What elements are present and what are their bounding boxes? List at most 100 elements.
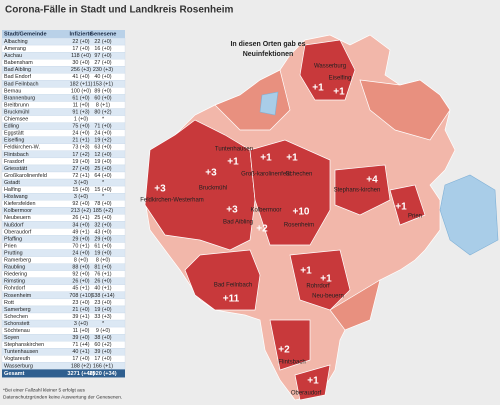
table-cell: Edling [4,124,19,130]
table-cell: 24 (+0) [94,131,111,137]
place-label: Eiselfing [329,76,352,82]
place-label: Tuntenhausen [215,147,253,153]
table-cell: Eiselfing [4,138,24,144]
table-cell: 30 (+0) [72,60,89,66]
table-cell: 71 (+0) [94,124,111,130]
table-cell: 41 (+0) [72,74,89,80]
table-cell: * [102,194,105,200]
table-cell: 78 (+0) [94,201,111,207]
table-cell: 26 (+0) [94,279,111,285]
footnote: Datenschutzgründen keine Auswertung der … [3,394,122,400]
delta-label: +1 [395,202,407,213]
delta-label: +1 [286,153,298,164]
table-cell: 21 (+0) [72,307,89,313]
table-cell: Kiefersfelden [4,201,35,207]
footnote: *Bei einer Fallzahl kleiner 5 erfolgt au… [3,387,85,393]
table-cell: 24 (+0) [72,250,89,256]
table-cell: Rott [4,300,14,306]
table-cell: 49 (+1) [72,229,89,235]
region [389,184,426,226]
delta-label: +3 [226,205,238,216]
place-label: Stephans-kirchen [334,188,381,194]
region [289,249,351,311]
table-cell: 76 (+1) [94,272,111,278]
table-cell: 61 (+0) [94,243,111,249]
table-total: 2920 (+34) [89,371,116,377]
table-cell: 80 (+2) [94,109,111,115]
table-cell: 81 (+0) [94,265,111,271]
table-cell: Albaching [4,39,28,45]
table-cell: Stephanskirchen [4,342,44,348]
table-cell: 63 (+0) [94,145,111,151]
table-cell: 40 (+1) [72,349,89,355]
place-label: Wasserburg [314,64,346,70]
delta-label: +1 [227,157,239,168]
table-cell: Tuntenhausen [4,349,38,355]
table-cell: Schechen [4,314,28,320]
region [299,39,356,101]
table-cell: 22 (+0) [72,39,89,45]
table-cell: 19 (+2) [94,138,111,144]
table-cell: 75 (+0) [72,124,89,130]
table-cell: 40 (+0) [94,74,111,80]
table-cell: 72 (+1) [72,173,89,179]
table-cell: 8 (+0) [74,258,88,264]
table-cell: 60 (+0) [94,95,111,101]
table-cell: Oberaudorf [4,229,32,235]
table-cell: 32 (+0) [94,222,111,228]
table-cell: Griesstätt [4,166,28,172]
region [249,139,331,246]
table-cell: 166 (+1) [93,363,113,369]
table-cell: 71 (+4) [72,342,89,348]
region [269,319,311,371]
table-cell: Schonstett [4,321,30,327]
table-cell: 22 (+0) [94,39,111,45]
table-cell: 11 (+0) [73,102,90,108]
table-cell: Höslwang [4,194,28,200]
table-cell: 19 (+0) [94,250,111,256]
table-cell: 185 (+2) [93,208,113,214]
table-cell: Prien [4,243,17,249]
delta-label: +1 [312,83,324,94]
delta-label: +1 [307,376,319,387]
table-total-bg [2,369,125,378]
table-cell: 182 (+11) [70,81,93,87]
table-total: Gesamt [4,371,25,377]
delta-label: +4 [366,175,378,186]
delta-label: +1 [260,153,272,164]
table-cell: Rimsting [4,279,25,285]
table-cell: 39 (+0) [94,349,111,355]
region [144,119,256,251]
table-cell: 43 (+0) [94,229,111,235]
delta-label: +1 [300,266,312,277]
table-cell: 23 (+0) [72,300,89,306]
table-cell: Bad Endorf [4,74,31,80]
place-label: Feldkirchen-Westerham [140,198,204,204]
table-cell: 638 (+14) [91,293,114,299]
table-cell: 19 (+0) [94,159,111,165]
table-cell: 24 (+0) [72,131,89,137]
table-cell: 1 (+0) [74,117,88,123]
table-cell: Gstadt [4,180,20,186]
region [334,164,391,216]
place-label: Bruckmühl [199,186,227,192]
table-header-bg [2,30,125,39]
place-label: Kolbermoor [250,208,281,214]
table-cell: 16 (+0) [94,46,111,52]
column-header: Genesene [90,32,117,38]
table-cell: Amerang [4,46,26,52]
table-cell: Riedering [4,272,27,278]
table-cell: 61 (+0) [72,95,89,101]
table-cell: Babensham [4,60,33,66]
table-cell: Kolbermoor [4,208,32,214]
callout: In diesen Orten gab es [230,41,305,48]
table-cell: 88 (+0) [72,265,89,271]
region [184,249,261,311]
table-cell: Prutting [4,250,23,256]
table-cell: 27 (+0) [72,166,89,172]
table-cell: 118 (+0) [71,53,91,59]
table-cell: 153 (+1) [93,81,113,87]
place-label: Schechen [286,172,313,178]
